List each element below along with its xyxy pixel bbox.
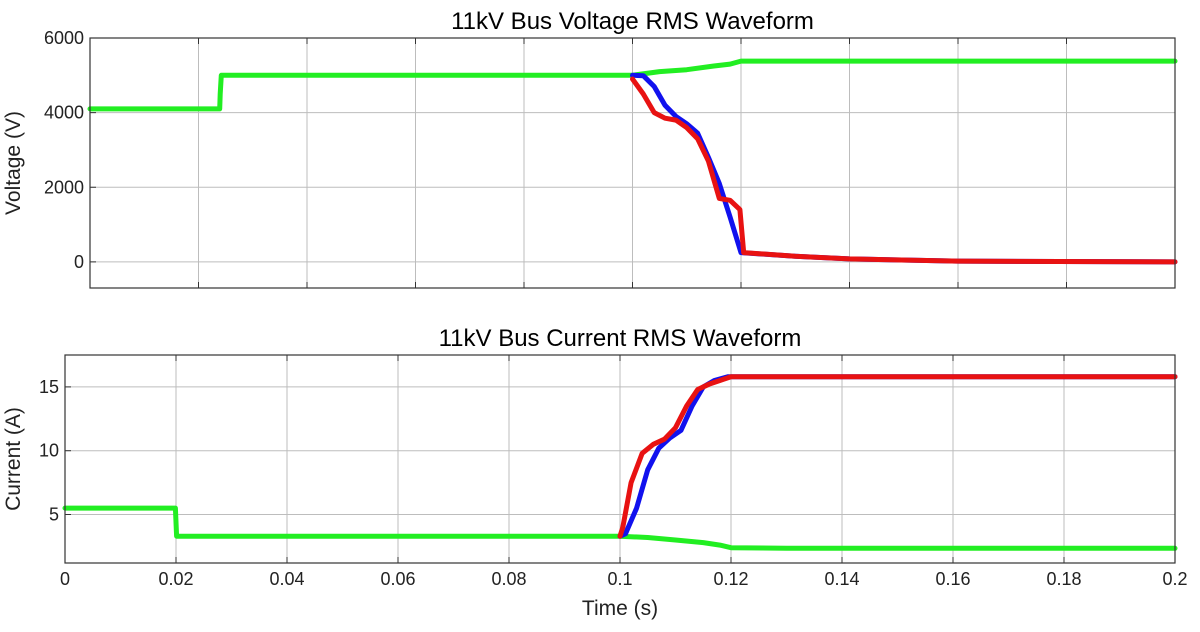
series-line-2 [617, 374, 1178, 539]
y-tick-label: 15 [39, 377, 59, 397]
y-tick-label: 5 [49, 505, 59, 525]
x-tick-label: 0.08 [491, 569, 526, 589]
y-tick-label: 2000 [44, 177, 84, 197]
y-axis-label: Voltage (V) [2, 111, 25, 215]
y-tick-label: 6000 [44, 28, 84, 48]
voltage-chart-panel: 0 2000 4000 6000 11kV Bus Voltage RMS Wavefo… [2, 8, 1178, 289]
x-tick-label: 0.14 [824, 569, 859, 589]
x-tick-label: 0.12 [713, 569, 748, 589]
y-tick-label: 0 [74, 252, 84, 272]
x-tick-label: 0.16 [935, 569, 970, 589]
chart-title: 11kV Bus Current RMS Waveform [439, 325, 802, 352]
x-tick-label: 0.04 [269, 569, 304, 589]
x-tick-label: 0.2 [1162, 569, 1187, 589]
chart-title: 11kV Bus Voltage RMS Waveform [451, 8, 814, 35]
series-line-0 [87, 58, 1178, 112]
y-tick-label: 4000 [44, 103, 84, 123]
x-tick-label: 0 [60, 569, 70, 589]
x-tick-label: 0.06 [380, 569, 415, 589]
x-tick-label: 0.02 [158, 569, 193, 589]
x-axis-label: Time (s) [582, 597, 658, 620]
y-tick-label: 10 [39, 441, 59, 461]
y-axis-label: Current (A) [2, 407, 25, 511]
series-line-0 [62, 505, 1178, 551]
x-tick-label: 0.1 [607, 569, 632, 589]
x-tick-label: 0.18 [1046, 569, 1081, 589]
series-line-2 [630, 76, 1178, 265]
current-chart-panel: 0 0.02 0.04 0.06 0.08 0.1 0.12 0.14 0.16 0.18 0.2 5… [2, 325, 1188, 620]
